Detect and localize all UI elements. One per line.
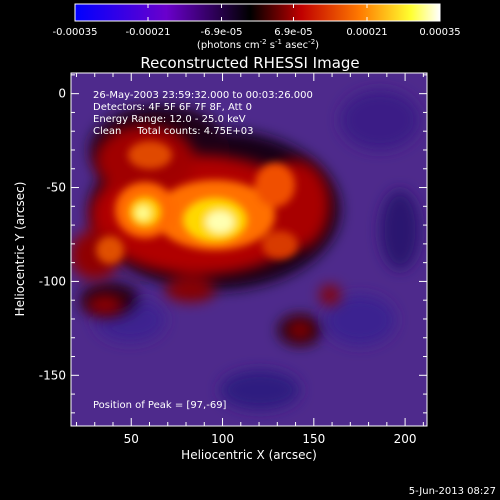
image-title: Reconstructed RHESSI Image <box>140 54 359 72</box>
x-axis-label: Heliocentric X (arcsec) <box>181 448 317 462</box>
y-tick-label: -100 <box>39 274 66 288</box>
footer-date: 5-Jun-2013 08:27 <box>409 486 496 497</box>
colorbar-tick-label: 0.00035 <box>419 27 460 38</box>
colorbar-tick-label: 6.9e-05 <box>274 27 312 38</box>
colorbar-gradient <box>74 3 441 22</box>
plot-frame <box>70 72 428 427</box>
annotation-counts: Clean Total counts: 4.75E+03 <box>93 126 253 137</box>
peak-position-label: Position of Peak = [97,-69] <box>93 400 227 411</box>
image-annotations: 26-May-2003 23:59:32.000 to 00:03:26.000… <box>93 90 313 411</box>
x-axis: 50 100 150 200 <box>75 73 424 446</box>
annotation-energy: Energy Range: 12.0 - 25.0 keV <box>93 114 246 125</box>
y-axis: 0 -50 -100 -150 <box>39 74 427 414</box>
colorbar-tick-label: -0.00035 <box>53 27 98 38</box>
y-tick-label: -50 <box>46 181 66 195</box>
x-tick-label: 100 <box>211 432 234 446</box>
colorbar-tick-label: 0.00021 <box>346 27 387 38</box>
rhessi-image: 26-May-2003 23:59:32.000 to 00:03:26.000… <box>71 73 427 426</box>
annotation-detectors: Detectors: 4F 5F 6F 7F 8F, Att 0 <box>93 102 252 113</box>
y-axis-label: Heliocentric Y (arcsec) <box>13 182 27 317</box>
colorbar: -0.00035 -0.00021 -6.9e-05 6.9e-05 0.00021 0.… <box>53 3 461 51</box>
x-tick-label: 150 <box>302 432 325 446</box>
colorbar-ticks: -0.00035 -0.00021 -6.9e-05 6.9e-05 0.00021 0.… <box>53 4 461 38</box>
colorbar-unit-label: (photons cm-2 s-1 asec-2) <box>197 38 319 51</box>
annotation-time: 26-May-2003 23:59:32.000 to 00:03:26.000 <box>93 90 313 101</box>
colorbar-tick-label: -6.9e-05 <box>201 27 243 38</box>
y-tick-label: 0 <box>58 87 66 101</box>
x-tick-label: 200 <box>394 432 417 446</box>
colorbar-tick-label: -0.00021 <box>126 27 171 38</box>
x-tick-label: 50 <box>124 432 139 446</box>
y-tick-label: -150 <box>39 368 66 382</box>
